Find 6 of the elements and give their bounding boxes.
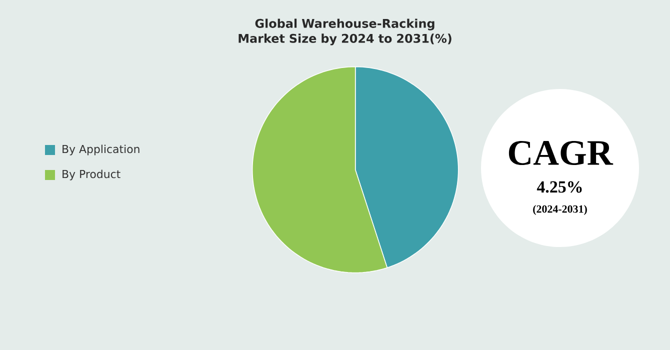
text: (2024-2031) [533, 205, 587, 215]
legend-label: By Product [62, 170, 120, 180]
text: 4.25% [536, 181, 582, 193]
legend-label: By Application [62, 144, 140, 156]
text: CAGR [508, 140, 614, 166]
chart-title: Global Warehouse-Racking Market Size by 2024 to 2031(%) [238, 18, 452, 46]
